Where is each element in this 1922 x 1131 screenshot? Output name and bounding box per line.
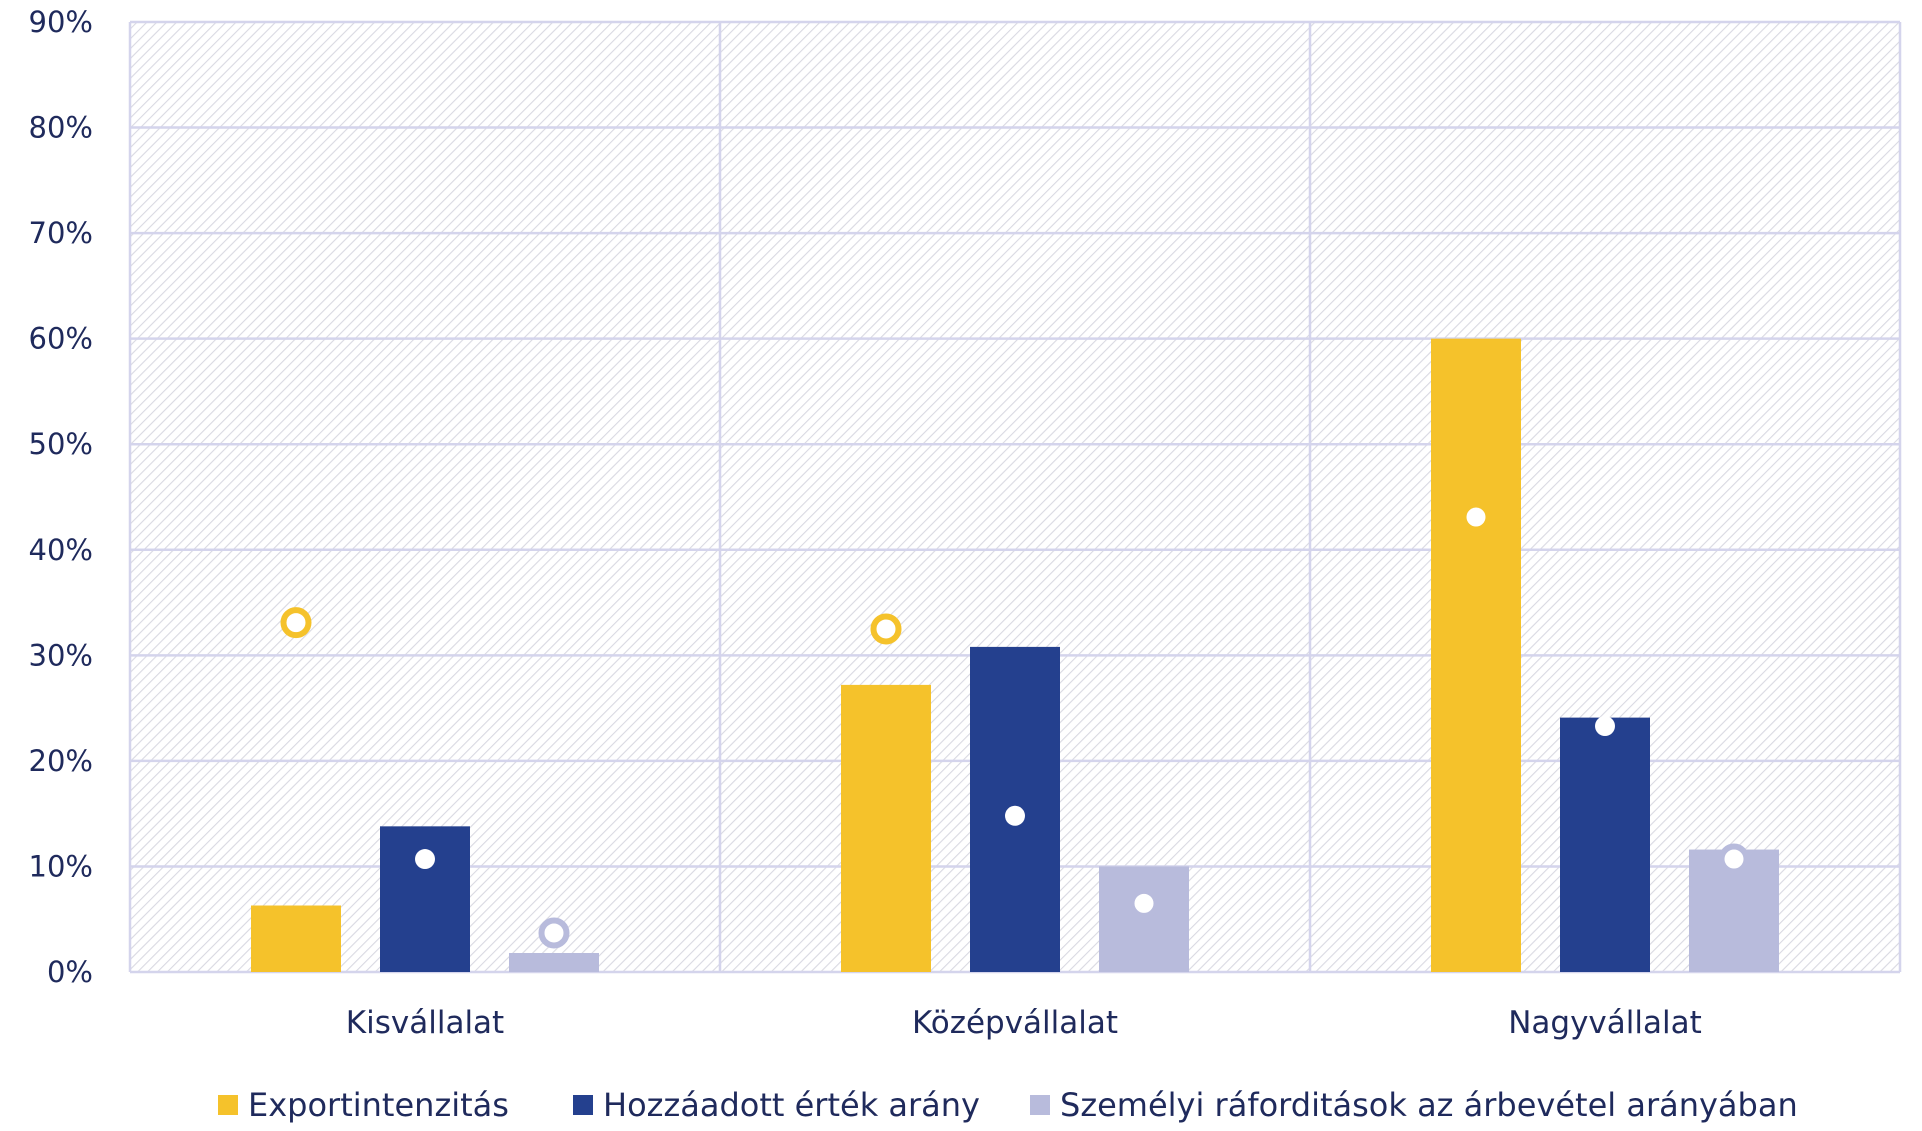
bar-hozzaadott-ertek-arany-nagyvallalat <box>1560 717 1650 972</box>
markers <box>280 501 1750 949</box>
bar-hozzaadott-ertek-arany-kisvallalat <box>380 826 470 972</box>
y-tick-label: 30% <box>29 638 93 672</box>
marker-hozzaadott-ertek-arany-kisvallalat <box>415 849 435 870</box>
y-tick-label: 70% <box>29 216 93 250</box>
y-tick-label: 40% <box>29 533 93 567</box>
y-axis-ticks: 0% 10% 20% 30% 40% 50% 60% 70% 80% 90% <box>29 5 93 989</box>
y-tick-label: 20% <box>29 744 93 778</box>
x-tick-label: Kisvállalat <box>346 1005 504 1041</box>
legend-swatch-exportintenzitas <box>218 1095 238 1115</box>
marker-hozzaadott-ertek-arany-nagyvallalat <box>1595 716 1615 737</box>
x-axis-ticks: Kisvállalat Középvállalat Nagyvállalat <box>346 1005 1702 1041</box>
marker-exportintenzitas-kisvallalat <box>280 607 312 639</box>
bar-szemelyi-raforditasok-az-arbevetel-aranyaban-kozepvallalat <box>1099 866 1189 972</box>
y-tick-label: 50% <box>29 427 93 461</box>
legend-label-exportintenzitas: Exportintenzitás <box>248 1086 509 1124</box>
y-tick-label: 60% <box>29 322 93 356</box>
x-tick-label: Nagyvállalat <box>1508 1005 1702 1041</box>
bar-exportintenzitas-kozepvallalat <box>841 684 931 972</box>
marker-exportintenzitas-nagyvallalat <box>1460 501 1492 533</box>
legend-swatch-szemelyi-raforditasok-az-arbevetel-aranyaban <box>1030 1095 1050 1115</box>
marker-szemelyi-raforditasok-az-arbevetel-aranyaban-kozepvallalat <box>1128 887 1160 919</box>
legend-swatch-hozzaadott-ertek-arany <box>573 1095 593 1115</box>
y-tick-label: 0% <box>47 955 93 989</box>
bar-exportintenzitas-kisvallalat <box>251 905 341 972</box>
marker-szemelyi-raforditasok-az-arbevetel-aranyaban-nagyvallalat <box>1718 843 1750 875</box>
y-tick-label: 90% <box>29 5 93 39</box>
y-tick-label: 10% <box>29 849 93 883</box>
legend: Exportintenzitás Hozzáadott érték arány Sz… <box>218 1086 1798 1124</box>
legend-label-hozzaadott-ertek-arany: Hozzáadott érték arány <box>603 1086 980 1124</box>
legend-label-szemelyi-raforditasok-az-arbevetel-aranyaban: Személyi ráforditások az árbevétel arány… <box>1060 1086 1798 1124</box>
bar-szemelyi-raforditasok-az-arbevetel-aranyaban-kisvallalat <box>509 953 599 972</box>
x-tick-label: Középvállalat <box>912 1005 1118 1041</box>
marker-exportintenzitas-kozepvallalat <box>870 613 902 645</box>
marker-hozzaadott-ertek-arany-kozepvallalat <box>1005 805 1025 826</box>
bars <box>251 338 1779 973</box>
bar-exportintenzitas-nagyvallalat <box>1431 338 1521 973</box>
y-tick-label: 80% <box>29 111 93 145</box>
marker-szemelyi-raforditasok-az-arbevetel-aranyaban-kisvallalat <box>538 917 570 949</box>
